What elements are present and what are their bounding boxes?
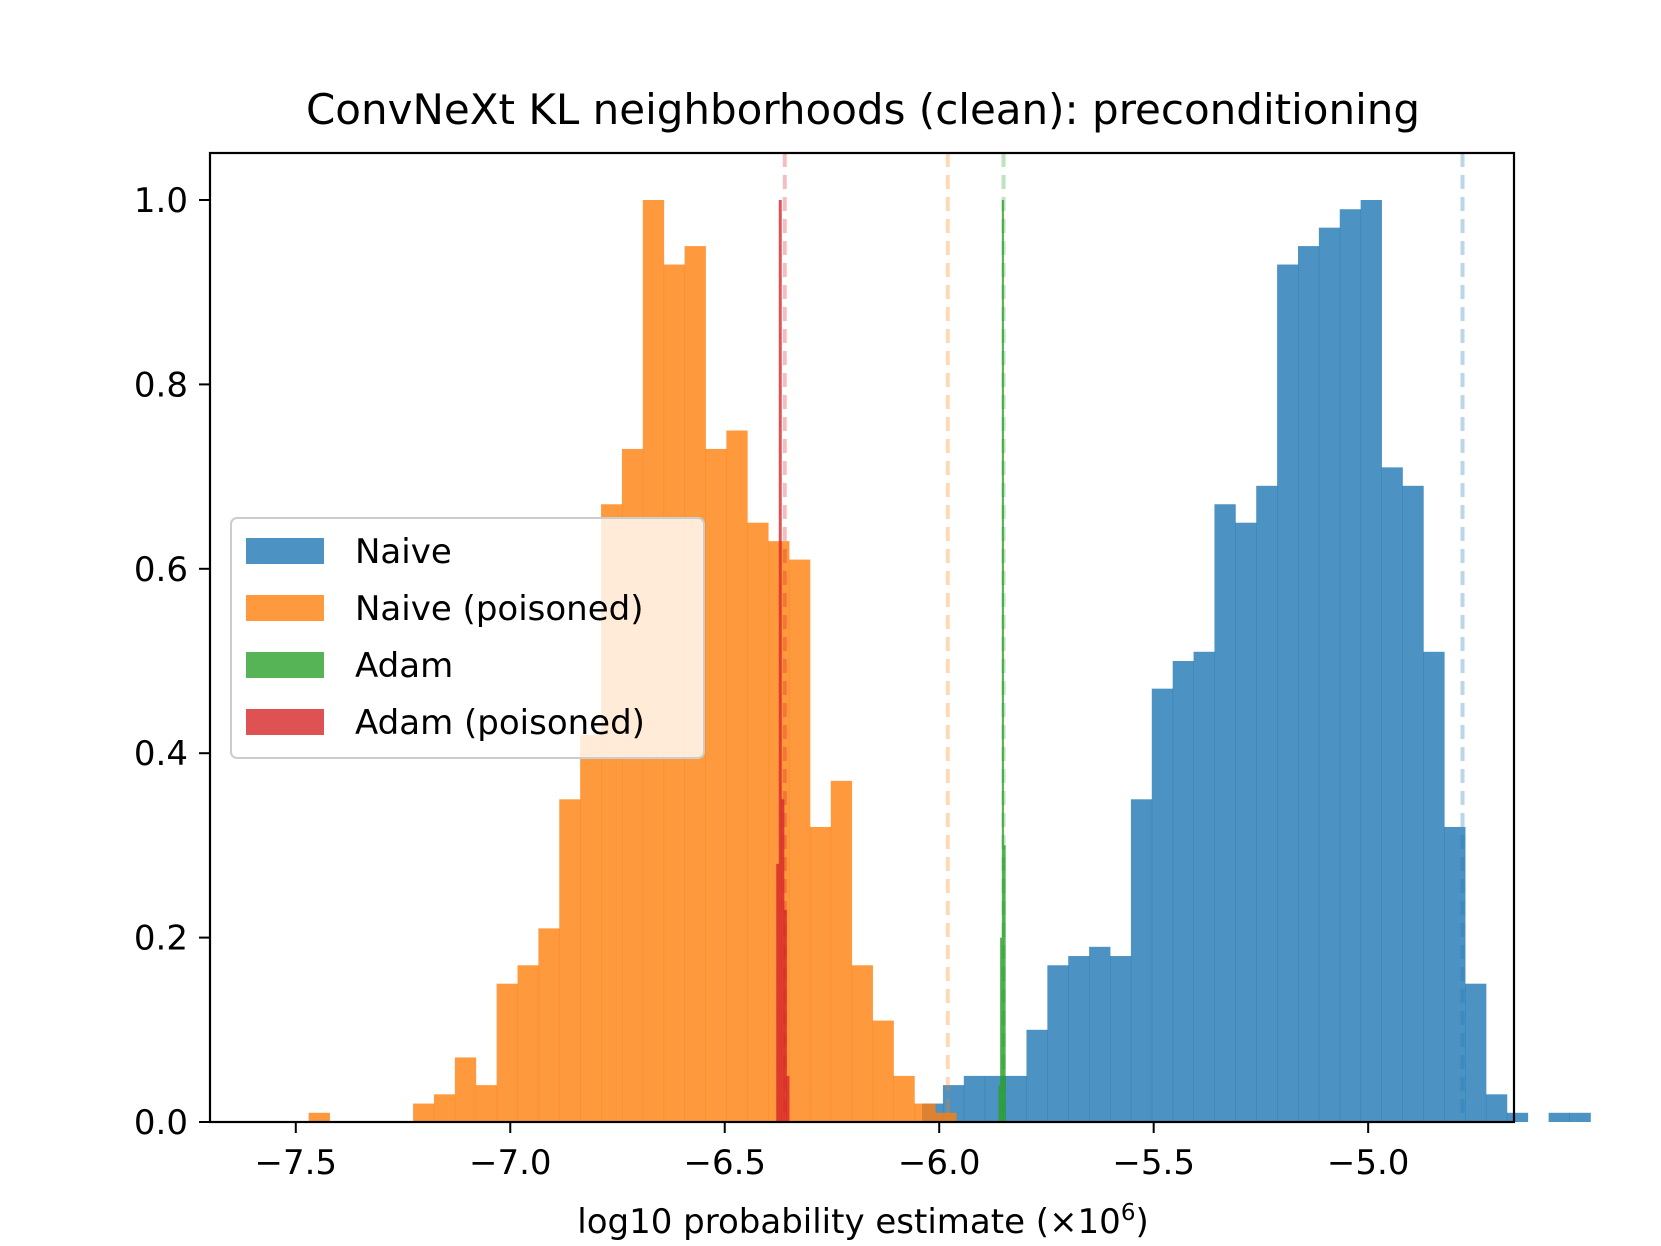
x-axis-label-main: log10 probability estimate (×10 [577, 1202, 1121, 1242]
bar-naive [1193, 651, 1215, 1122]
bar-naive [1360, 200, 1382, 1122]
bar-naive-poisoned [413, 1103, 435, 1122]
bar-naive [1005, 1075, 1027, 1122]
bar-naive-poisoned [830, 780, 853, 1122]
bar-naive-poisoned [809, 826, 832, 1122]
y-axis: 0.0 0.2 0.4 0.6 0.8 1.0 [134, 181, 210, 1143]
bar-adam [1003, 845, 1006, 1122]
bar-naive-poisoned [496, 983, 518, 1122]
legend-label: Naive [355, 532, 452, 572]
y-tick-label: 1.0 [134, 181, 188, 221]
bar-naive [1485, 1094, 1508, 1122]
bar-naive-poisoned [559, 799, 581, 1122]
chart-title: ConvNeXt KL neighborhoods (clean): preco… [306, 85, 1420, 134]
legend-item-adam-poisoned: Adam (poisoned) [246, 703, 645, 743]
y-tick-label: 0.2 [134, 919, 188, 959]
series-adam [998, 200, 1006, 1122]
bar-naive-poisoned [580, 734, 602, 1122]
legend-label: Adam [355, 646, 453, 686]
bar-naive [1318, 227, 1341, 1122]
series-adam-poisoned [776, 200, 790, 1122]
series-naive [922, 200, 1591, 1123]
bar-adam-poisoned [776, 863, 780, 1122]
legend: Naive Naive (poisoned) Adam Adam (poisoned) [230, 517, 705, 759]
bar-naive [1444, 826, 1466, 1122]
legend-swatch [246, 595, 324, 621]
bar-naive [1047, 965, 1069, 1122]
legend-swatch [246, 538, 324, 564]
bar-naive-poisoned [789, 559, 811, 1122]
x-tick-label: −6.0 [898, 1143, 981, 1183]
legend-box [230, 517, 705, 759]
bar-naive [1381, 467, 1403, 1122]
reference-lines-layer [782, 153, 1465, 1122]
legend-swatch [246, 652, 324, 678]
x-tick-label: −5.5 [1112, 1143, 1195, 1183]
x-axis-label: log10 probability estimate (×106) [577, 1200, 1148, 1242]
x-tick-label: −6.5 [683, 1143, 766, 1183]
bar-naive [1151, 688, 1174, 1122]
bar-naive [1172, 661, 1194, 1122]
x-tick-label: −5.0 [1327, 1143, 1410, 1183]
y-tick-label: 0.4 [134, 734, 188, 774]
bar-naive-poisoned [851, 965, 873, 1122]
bar-naive [1089, 946, 1111, 1122]
bar-naive [1297, 246, 1320, 1123]
bar-naive [1569, 1112, 1591, 1122]
bar-naive [963, 1075, 986, 1122]
bar-naive-poisoned [475, 1085, 498, 1122]
legend-item-naive: Naive [246, 532, 452, 572]
x-tick-label: −7.5 [255, 1143, 338, 1183]
x-axis-label-close: ) [1135, 1202, 1148, 1242]
y-tick-label: 0.0 [134, 1103, 188, 1143]
bar-naive-poisoned [433, 1094, 456, 1122]
bar-adam-poisoned [781, 799, 785, 1122]
plot-frame [208, 151, 1516, 1124]
bar-naive-poisoned [893, 1075, 915, 1122]
bar-naive [1068, 956, 1090, 1122]
bar-naive [1235, 522, 1257, 1122]
x-axis: −7.5 −7.0 −6.5 −6.0 −5.5 −5.0 [255, 1122, 1410, 1183]
bar-naive-poisoned [914, 1103, 936, 1122]
bars-layer [308, 200, 1591, 1123]
bar-naive [1026, 1029, 1048, 1122]
bar-naive-poisoned [726, 430, 748, 1122]
y-tick-label: 0.6 [134, 550, 188, 590]
bar-naive-poisoned [538, 928, 560, 1122]
legend-swatch [246, 709, 324, 735]
y-tick-label: 0.8 [134, 365, 188, 405]
legend-item-naive-poisoned: Naive (poisoned) [246, 589, 644, 629]
legend-label: Adam (poisoned) [355, 703, 645, 743]
bar-naive [1339, 209, 1362, 1123]
bar-adam [1000, 937, 1003, 1122]
bar-adam-poisoned [783, 909, 787, 1122]
bar-adam-poisoned [786, 1075, 790, 1122]
bar-naive [1506, 1112, 1529, 1122]
x-axis-label-exponent: 6 [1121, 1200, 1136, 1226]
bar-naive [1256, 485, 1278, 1122]
bar-naive-poisoned [705, 448, 727, 1122]
bar-naive-poisoned [935, 1112, 957, 1122]
bar-naive-poisoned [517, 965, 539, 1122]
bar-naive [1402, 485, 1424, 1122]
bar-adam-poisoned [778, 200, 782, 1122]
bar-naive-poisoned [308, 1112, 330, 1122]
legend-item-adam: Adam [246, 646, 453, 686]
bar-naive [1423, 651, 1445, 1122]
bar-naive [1110, 956, 1132, 1122]
bar-naive [1277, 264, 1299, 1122]
bar-adam [998, 1085, 1001, 1122]
x-tick-label: −7.0 [469, 1143, 552, 1183]
bar-adam [1001, 200, 1004, 1122]
bar-naive [1214, 504, 1236, 1122]
bar-naive-poisoned [872, 1020, 894, 1122]
bar-naive [1548, 1112, 1570, 1122]
legend-label: Naive (poisoned) [355, 589, 644, 629]
bar-naive [1465, 983, 1487, 1122]
bar-naive-poisoned [747, 522, 769, 1122]
bar-naive-poisoned [454, 1057, 477, 1122]
bar-naive [1130, 799, 1153, 1122]
